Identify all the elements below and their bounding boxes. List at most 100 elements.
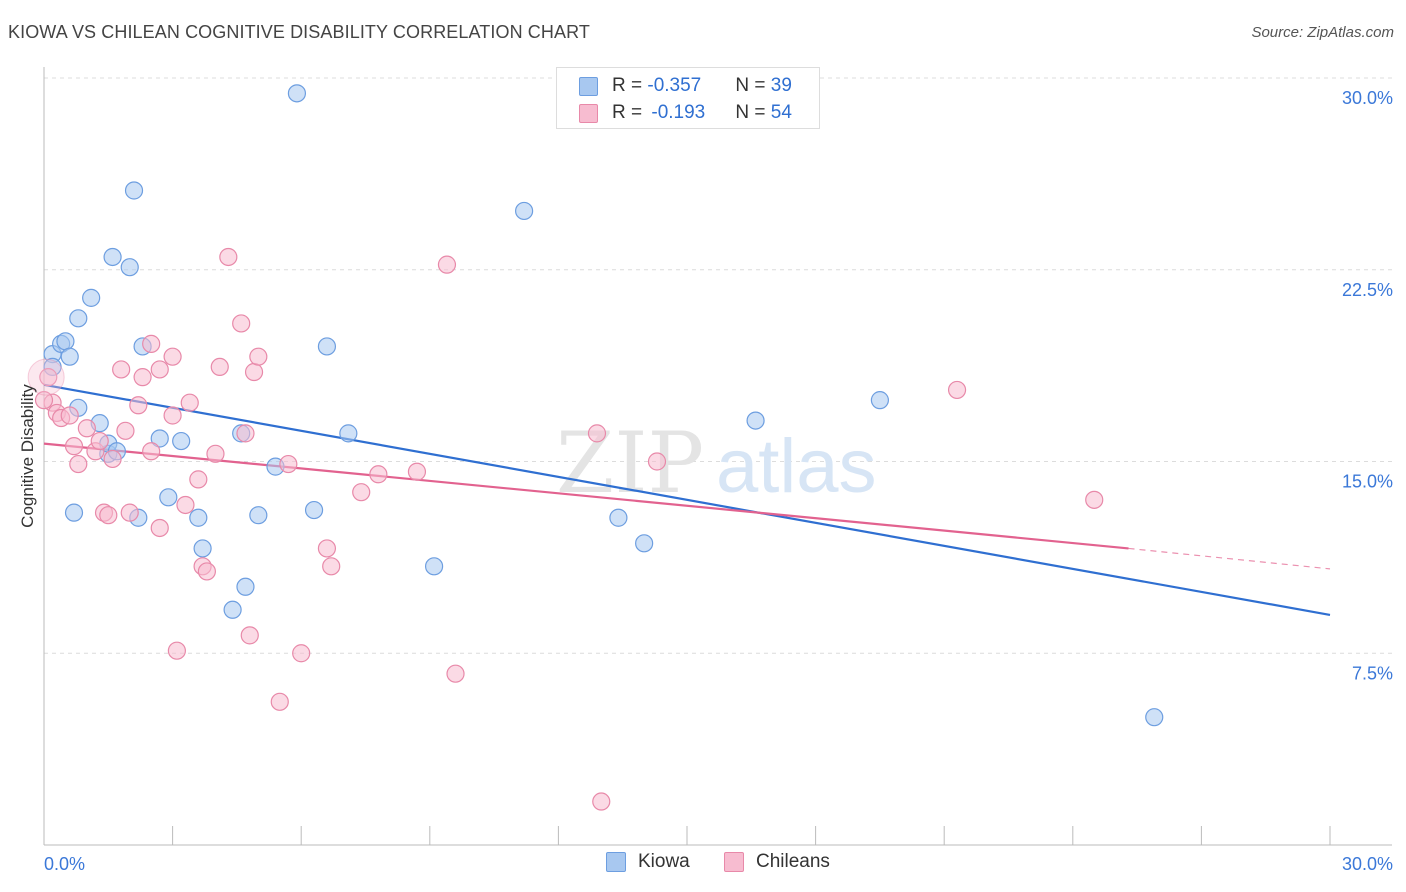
legend-n-label: N = [735,102,771,123]
point-chileans [129,396,148,415]
point-kiowa [56,332,75,351]
point-chileans [369,465,388,484]
y-tick-label: 15.0% [1342,472,1393,492]
y-tick-label: 7.5% [1352,663,1393,683]
point-chileans [279,454,298,474]
trend-line-chileans-extension [1128,547,1331,570]
point-kiowa [515,201,534,221]
point-kiowa [150,429,169,448]
point-chileans-large [27,358,65,396]
point-kiowa [103,247,122,267]
point-kiowa [189,508,208,527]
point-chileans [39,368,58,387]
point-chileans [407,462,427,481]
point-chileans [176,495,195,515]
x-tick-label: 0.0% [44,854,85,874]
point-chileans [197,562,216,581]
legend-swatch-kiowa [579,76,598,96]
point-chileans [60,406,79,425]
point-kiowa [304,500,324,520]
chart-source: Source: ZipAtlas.com [1251,24,1394,41]
point-chileans [236,424,255,443]
point-kiowa [124,181,144,200]
point-chileans [232,314,251,333]
axes [43,67,1392,846]
trend-line-kiowa [43,383,1331,616]
chart-title: KIOWA VS CHILEAN COGNITIVE DISABILITY CO… [8,22,590,42]
point-chileans [150,360,169,379]
grid-lines [44,77,1392,654]
point-chileans [352,483,371,502]
legend-n-value: 54 [770,102,792,123]
point-chileans [99,506,118,525]
legend-r-label: R = [612,102,648,123]
point-chileans [240,626,259,645]
legend-r-value: -0.357 [647,75,702,96]
point-chileans [270,692,289,711]
point-chileans [587,424,607,443]
point-chileans [249,347,268,366]
point-kiowa [223,600,242,619]
point-chileans [77,419,96,438]
point-chileans [210,357,229,377]
point-chileans [90,431,109,451]
point-kiowa [120,258,139,277]
point-kiowa [64,503,84,522]
point-kiowa [746,411,765,430]
point-kiowa [1145,708,1164,727]
legend-label-kiowa: Kiowa [638,851,690,872]
point-chileans [103,449,122,469]
stats-legend: R = -0.357 N = 39 R = -0.193 N = 54 [556,67,820,129]
point-kiowa [609,508,628,527]
point-chileans [133,368,152,387]
point-chileans [437,255,457,274]
y-tick-label: 22.5% [1342,280,1393,300]
point-kiowa [236,577,255,596]
point-chileans [120,503,139,522]
legend-label-chileans: Chileans [756,851,830,872]
data-points [27,84,1164,811]
point-kiowa [424,557,444,576]
point-chileans [189,470,208,489]
point-chileans [592,792,611,811]
legend-r-label: R = [612,75,648,96]
point-kiowa [870,391,890,410]
legend-swatch-kiowa [606,852,626,872]
point-chileans [446,664,465,683]
point-kiowa [82,288,101,307]
point-chileans [34,391,54,410]
point-chileans [150,518,169,538]
y-axis-label: Cognitive Disability [18,384,37,528]
point-kiowa [159,488,178,507]
legend-swatch-chileans [724,852,744,872]
point-chileans [317,539,337,558]
x-tick-label: 30.0% [1342,854,1393,874]
watermark-zip: ZIP [556,414,704,512]
legend-item-kiowa[interactable]: Kiowa [606,851,690,873]
y-tick-label: 30.0% [1342,88,1393,108]
point-chileans [142,334,161,353]
legend-item-chileans[interactable]: Chileans [724,851,830,873]
point-chileans [167,641,186,660]
point-chileans [292,644,311,663]
point-kiowa [317,337,337,356]
point-chileans [116,421,135,440]
tick-labels: 7.5% 15.0% 22.5% 30.0% 0.0% 30.0% Cognitive Di… [18,88,1393,874]
point-chileans [64,437,84,456]
legend-row-kiowa: R = -0.357 N = 39 [579,74,792,98]
point-kiowa [69,309,88,328]
point-chileans [112,360,131,379]
point-chileans [69,454,88,474]
point-kiowa [249,506,268,525]
point-chileans [322,557,341,576]
legend-r-value: -0.193 [651,102,706,123]
point-kiowa [193,539,212,558]
trend-lines [43,383,1331,616]
point-chileans [206,444,225,463]
point-kiowa [339,424,358,443]
series-legend: Kiowa Chileans [0,851,1406,877]
trend-line-chileans [43,442,1129,550]
point-kiowa [60,347,79,366]
point-kiowa [287,84,307,103]
